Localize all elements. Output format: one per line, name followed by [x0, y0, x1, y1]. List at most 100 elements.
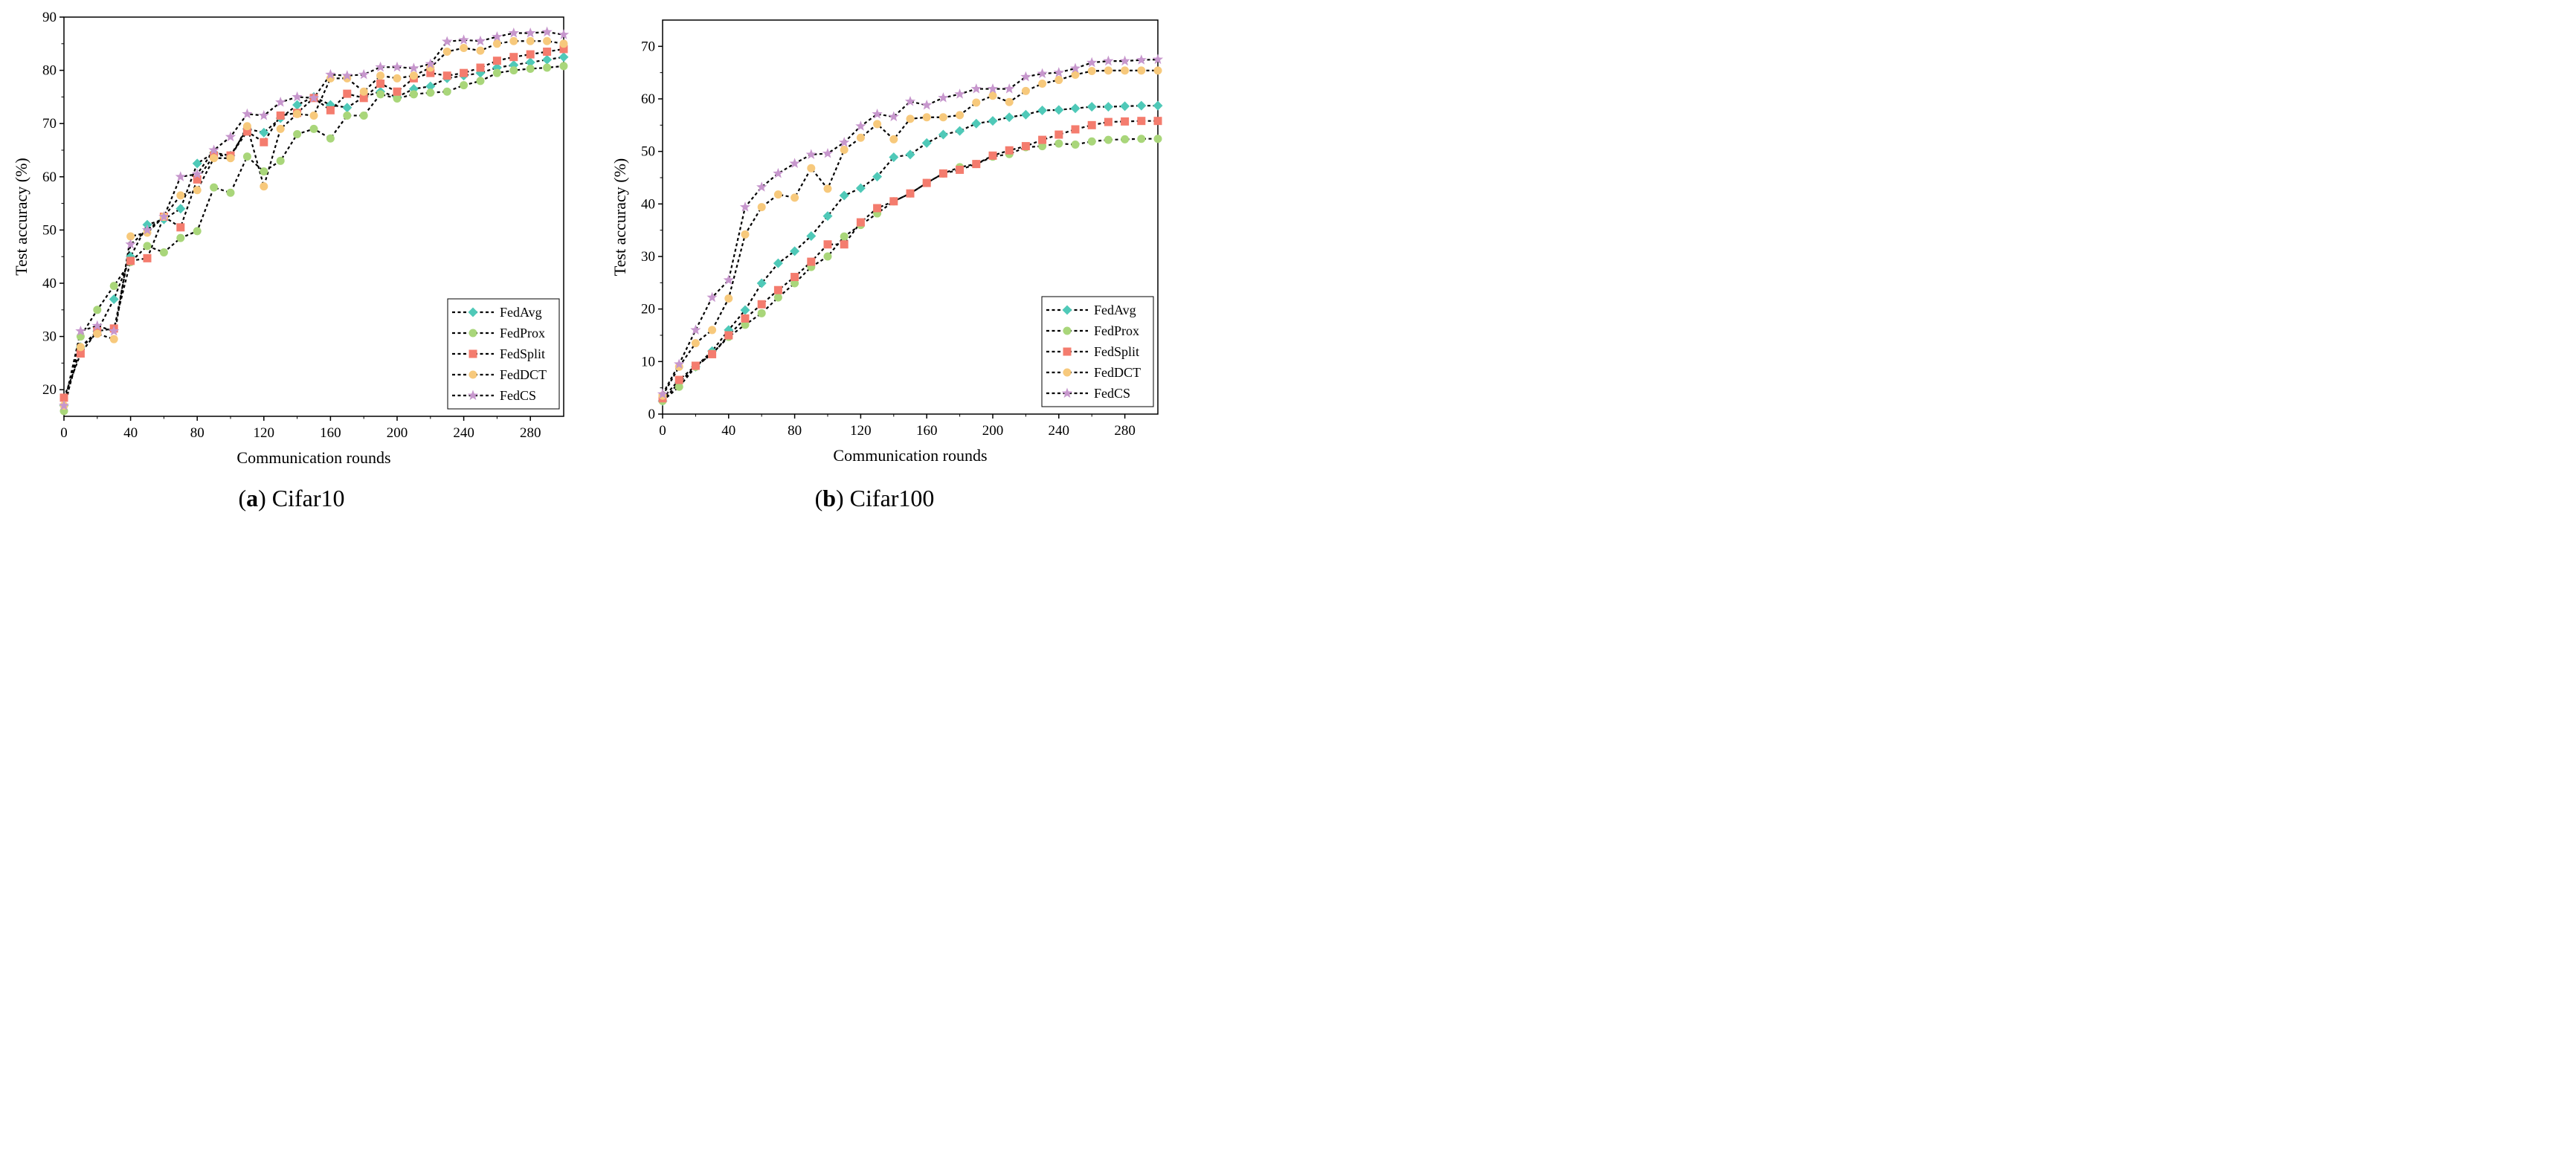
- b-x-tick-label: 160: [916, 423, 938, 439]
- b-point-fedavg: [740, 305, 750, 315]
- b-point-feddct: [691, 339, 700, 348]
- b-point-fedcs: [789, 158, 800, 168]
- b-point-fedprox: [1121, 135, 1130, 143]
- a-point-fedprox: [210, 183, 219, 192]
- a-y-tick-label: 90: [42, 10, 57, 25]
- b-point-feddct: [1121, 66, 1130, 75]
- a-point-fedcs: [158, 211, 170, 222]
- b-point-fedcs: [674, 358, 685, 369]
- a-point-fedcs: [474, 35, 486, 46]
- a-point-feddct: [393, 74, 402, 83]
- a-point-fedcs: [442, 36, 453, 46]
- a-point-fedsplit: [343, 89, 352, 98]
- a-point-feddct: [93, 329, 102, 338]
- a-point-fedcs: [358, 68, 370, 80]
- a-point-fedsplit: [460, 68, 468, 77]
- a-point-fedavg: [342, 103, 352, 113]
- a-point-fedprox: [343, 111, 352, 120]
- b-point-fedsplit: [790, 273, 799, 282]
- a-y-axis-title: Test accuracy (%): [12, 158, 30, 275]
- b-point-feddct: [956, 111, 965, 120]
- a-point-fedprox: [242, 152, 251, 161]
- b-point-fedsplit: [724, 331, 733, 340]
- b-plot-frame: [662, 19, 1159, 415]
- b-point-fedsplit: [1104, 117, 1112, 126]
- a-y-tick-label: 30: [42, 329, 57, 345]
- b-point-fedsplit: [1005, 146, 1014, 155]
- a-point-fedcs: [292, 91, 303, 102]
- a-point-feddct: [509, 36, 518, 45]
- a-point-fedsplit: [126, 256, 135, 265]
- b-point-fedavg: [921, 138, 932, 148]
- b-point-fedcs: [839, 137, 850, 147]
- a-point-fedprox: [460, 81, 468, 90]
- b-point-fedprox: [1104, 135, 1112, 144]
- b-point-fedcs: [938, 92, 949, 103]
- chart-cifar100: 0 40 80 120 160 200 240 280 0 10 20 30 40 50 60 70 Commu…: [611, 19, 1164, 465]
- caption-a-text: Cifar10: [271, 485, 345, 511]
- a-point-fedprox: [76, 332, 85, 341]
- a-point-fedcs: [208, 144, 219, 155]
- a-point-feddct: [242, 122, 251, 131]
- a-point-fedsplit: [526, 50, 535, 59]
- a-x-tick-label: 120: [254, 425, 275, 441]
- a-point-feddct: [276, 124, 285, 133]
- b-point-fedcs: [822, 147, 834, 158]
- b-point-fedavg: [938, 129, 948, 140]
- b-point-fedprox: [1038, 142, 1047, 151]
- a-point-fedcs: [458, 34, 469, 45]
- a-point-fedsplit: [442, 71, 451, 80]
- a-x-tick-label: 80: [190, 425, 205, 441]
- a-y-tick-label: 20: [42, 382, 57, 398]
- b-point-fedcs: [657, 388, 669, 399]
- b-x-tick-label: 280: [1114, 423, 1136, 439]
- a-point-feddct: [526, 36, 535, 45]
- b-point-fedavg: [1004, 112, 1014, 123]
- b-point-fedavg: [839, 190, 849, 201]
- a-point-fedavg: [192, 158, 202, 169]
- b-point-fedprox: [674, 382, 683, 391]
- a-point-fedcs: [325, 68, 336, 80]
- b-point-feddct: [724, 294, 733, 303]
- a-point-fedcs: [175, 171, 186, 181]
- b-point-fedsplit: [807, 257, 816, 266]
- b-point-fedprox: [823, 252, 832, 261]
- a-point-feddct: [460, 44, 468, 53]
- b-point-feddct: [741, 230, 750, 239]
- a-point-fedsplit: [76, 349, 85, 358]
- b-x-axis-title: Communication rounds: [833, 446, 987, 465]
- a-y-tick-label: 80: [42, 63, 57, 79]
- a-point-fedcs: [492, 30, 503, 42]
- b-point-fedcs: [773, 167, 784, 178]
- a-point-fedcs: [109, 325, 120, 336]
- a-legend-label-fedavg: FedAvg: [500, 305, 542, 320]
- a-point-fedcs: [58, 400, 70, 410]
- b-legend-marker-fedavg: [1062, 305, 1072, 315]
- a-plot-frame: [63, 16, 564, 417]
- b-x-tick-label: 0: [659, 423, 666, 439]
- b-point-fedcs: [1004, 83, 1015, 94]
- caption-a-label: a: [246, 485, 259, 511]
- a-point-fedsplit: [476, 63, 485, 72]
- a-point-fedprox: [476, 77, 485, 85]
- b-point-fedcs: [690, 324, 701, 335]
- b-point-fedsplit: [691, 361, 700, 370]
- a-legend-label-fedcs: FedCS: [500, 388, 536, 403]
- b-legend-marker-fedcs: [1061, 387, 1073, 398]
- a-point-fedprox: [309, 124, 318, 133]
- b-point-feddct: [708, 326, 717, 335]
- b-point-fedsplit: [1054, 130, 1063, 139]
- b-point-feddct: [889, 135, 898, 143]
- b-point-fedprox: [757, 309, 766, 317]
- b-point-feddct: [938, 113, 947, 122]
- b-point-fedavg: [988, 116, 998, 126]
- a-point-fedprox: [426, 88, 435, 97]
- a-point-fedavg: [176, 204, 186, 214]
- a-x-tick-label: 40: [123, 425, 138, 441]
- b-point-fedcs: [1086, 56, 1098, 68]
- b-point-feddct: [906, 114, 915, 123]
- a-point-fedavg: [425, 81, 436, 91]
- chart-panel-a: 0 40 80 120 160 200 240 280 20 30 40 50 60 70 80 90 Comm…: [0, 0, 583, 524]
- b-point-feddct: [873, 120, 882, 129]
- a-point-feddct: [109, 335, 118, 343]
